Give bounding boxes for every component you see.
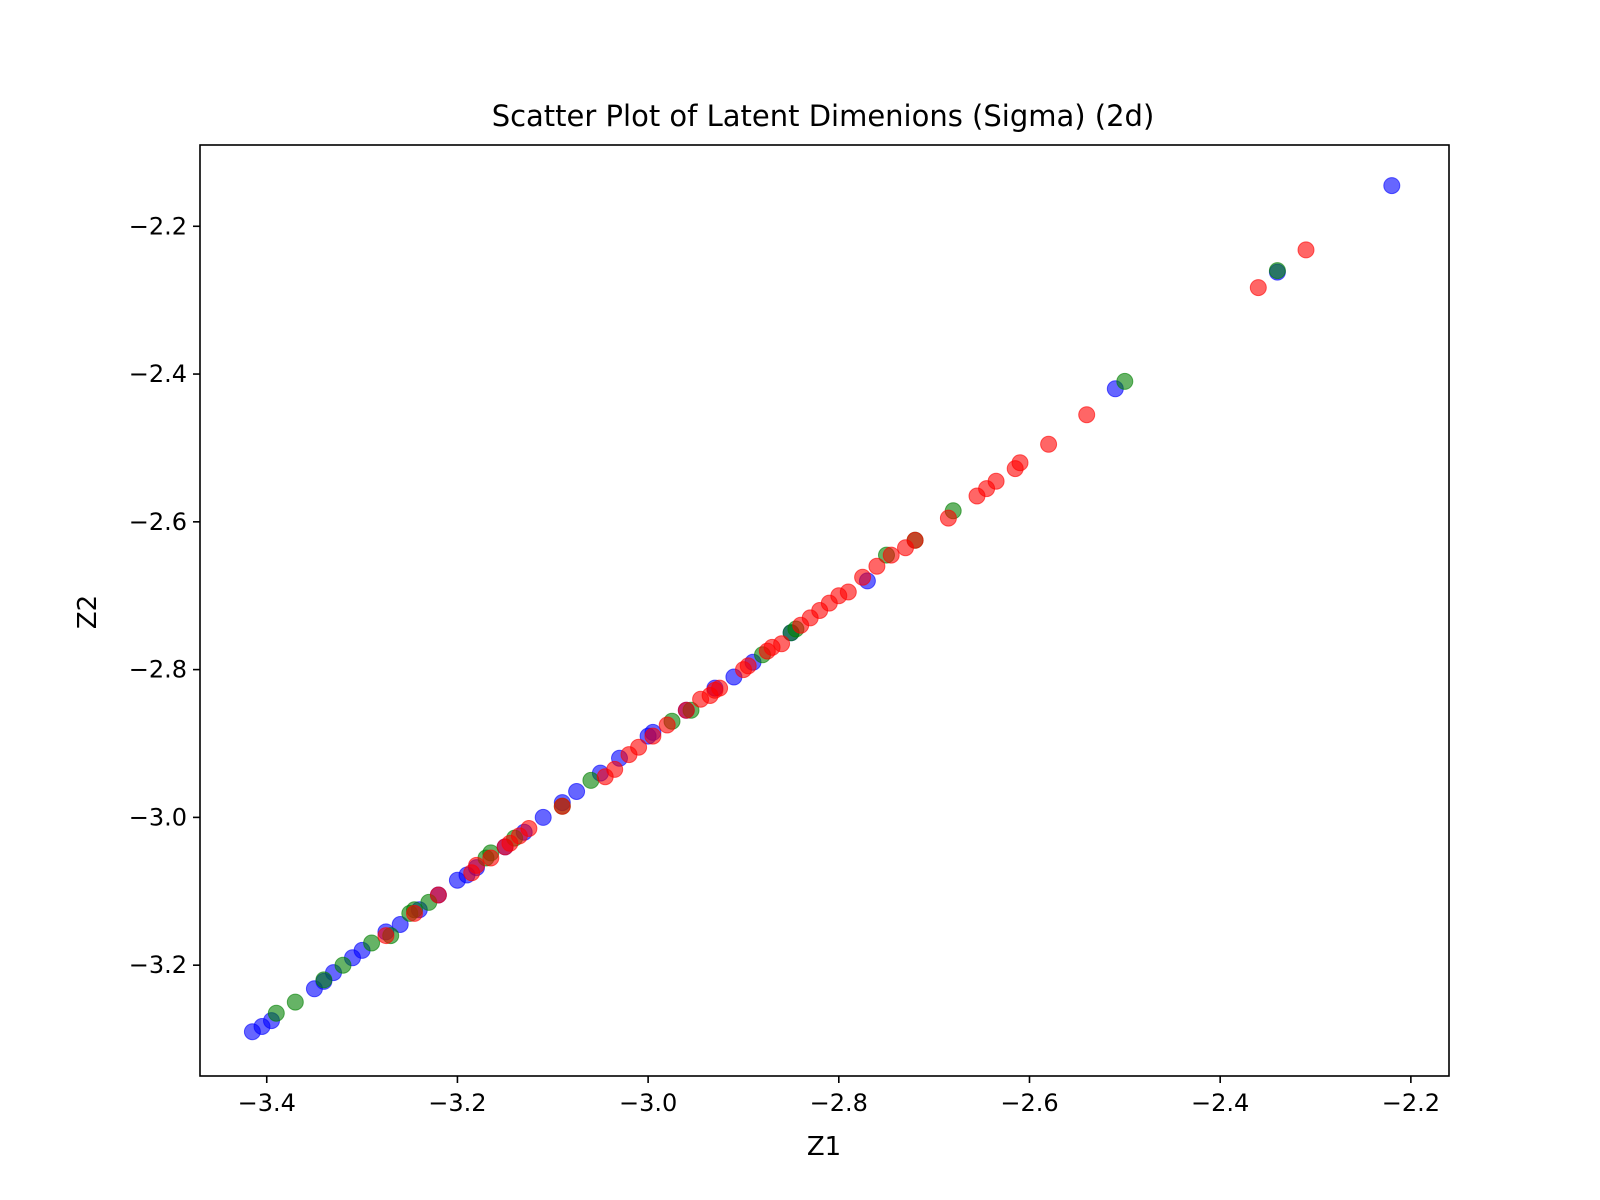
scatter-point (987, 472, 1005, 490)
y-tick-label: −2.6 (129, 508, 187, 536)
scatter-point (334, 956, 352, 974)
x-tick-label: −2.6 (1000, 1089, 1058, 1117)
x-tick-label: −2.2 (1382, 1089, 1440, 1117)
x-tick-label: −3.2 (428, 1089, 486, 1117)
scatter-point (606, 760, 624, 778)
scatter-point (534, 808, 552, 826)
scatter-point (839, 583, 857, 601)
scatter-point (630, 738, 648, 756)
scatter-point (868, 557, 886, 575)
scatter-point (482, 849, 500, 867)
scatter-point (1383, 177, 1401, 195)
scatter-point (773, 635, 791, 653)
x-tick-label: −3.0 (619, 1089, 677, 1117)
scatter-point (468, 856, 485, 874)
scatter-point (520, 820, 538, 837)
y-tick-label: −3.0 (129, 803, 187, 831)
x-tick-label: −3.4 (238, 1089, 296, 1117)
scatter-point (406, 904, 423, 922)
scatter-point (568, 783, 586, 800)
scatter-point (906, 531, 924, 549)
chart-title: Scatter Plot of Latent Dimenions (Sigma)… (492, 99, 1155, 133)
x-tick-label: −2.4 (1191, 1089, 1249, 1117)
y-tick-label: −3.2 (129, 951, 187, 979)
y-tick-label: −2.4 (129, 360, 187, 388)
scatter-point (711, 679, 729, 697)
y-tick-label: −2.2 (129, 212, 187, 240)
scatter-point (286, 993, 304, 1011)
plot-frame (199, 144, 1450, 1077)
x-axis: −3.4 −3.2 −3.0 −2.8 −2.6 −2.4 −2.2 (238, 1076, 1440, 1117)
scatter-point (553, 797, 571, 815)
x-tick-label: −2.8 (810, 1089, 868, 1117)
scatter-point (1078, 406, 1096, 424)
scatter-point (315, 971, 333, 989)
scatter-point (739, 657, 757, 675)
scatter-point (363, 934, 381, 952)
scatter-point (1011, 454, 1029, 472)
scatter-point (391, 916, 409, 933)
scatter-point (1297, 241, 1315, 259)
scatter-point (1116, 372, 1134, 390)
scatter-point (644, 727, 662, 745)
scatter-point (377, 927, 395, 945)
y-axis: −2.2 −2.4 −2.6 −2.8 −3.0 −3.2 (129, 212, 200, 979)
scatter-point (1249, 279, 1267, 297)
scatter-point (267, 1004, 285, 1022)
data-points (243, 177, 1401, 1041)
scatter-point (854, 568, 872, 586)
y-axis-label: Z2 (73, 595, 103, 629)
scatter-point (882, 546, 900, 564)
scatter-point (677, 701, 695, 719)
scatter-point (1040, 435, 1058, 453)
scatter-point (939, 509, 957, 527)
y-tick-label: −2.8 (129, 656, 187, 684)
scatter-point (1268, 262, 1286, 280)
x-axis-label: Z1 (807, 1132, 841, 1162)
scatter-point (429, 886, 447, 904)
scatter-point (658, 716, 676, 734)
scatter-point (582, 771, 600, 789)
